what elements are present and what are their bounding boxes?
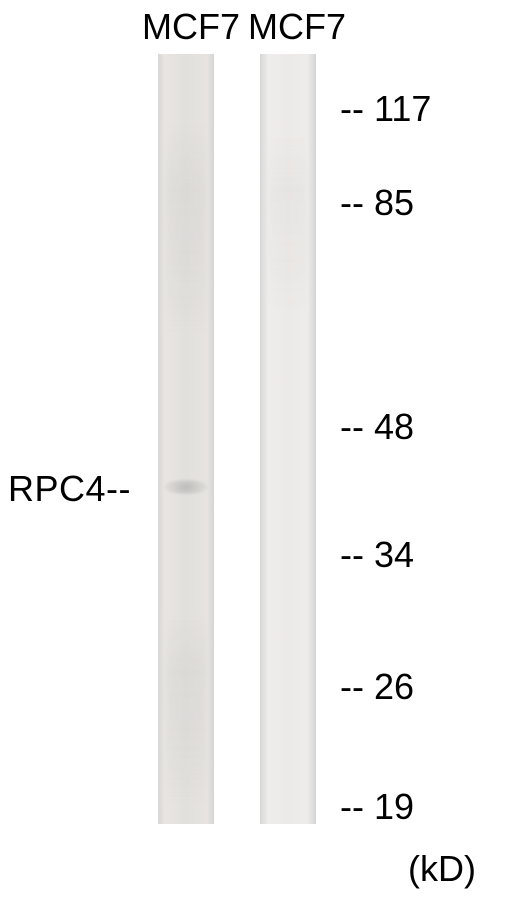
marker-value: 117 [374,88,431,130]
mw-marker-85: -- 85 [340,182,414,224]
blot-lane-2 [260,54,316,824]
marker-value: 26 [374,666,414,708]
marker-tick: -- [340,666,374,708]
marker-value: 48 [374,406,414,448]
lane2-smear-upper [268,134,308,314]
marker-tick: -- [340,406,374,448]
mw-marker-26: -- 26 [340,666,414,708]
mw-marker-48: -- 48 [340,406,414,448]
mw-unit-label: (kD) [408,848,476,890]
protein-label-rpc4: RPC4-- [8,468,131,510]
marker-tick: -- [340,88,374,130]
lane-label-1: MCF7 [142,6,240,48]
blot-lane-1 [158,54,214,824]
mw-marker-34: -- 34 [340,534,414,576]
mw-marker-117: -- 117 [340,88,431,130]
lane1-smear-lower [166,614,206,804]
marker-value: 34 [374,534,414,576]
lane1-band-rpc4 [164,480,208,494]
marker-tick: -- [340,182,374,224]
marker-tick: -- [340,786,374,828]
marker-value: 19 [374,786,414,828]
mw-marker-19: -- 19 [340,786,414,828]
marker-tick: -- [340,534,374,576]
lane1-smear-upper [166,124,206,334]
lane-label-2: MCF7 [248,6,346,48]
marker-value: 85 [374,182,414,224]
